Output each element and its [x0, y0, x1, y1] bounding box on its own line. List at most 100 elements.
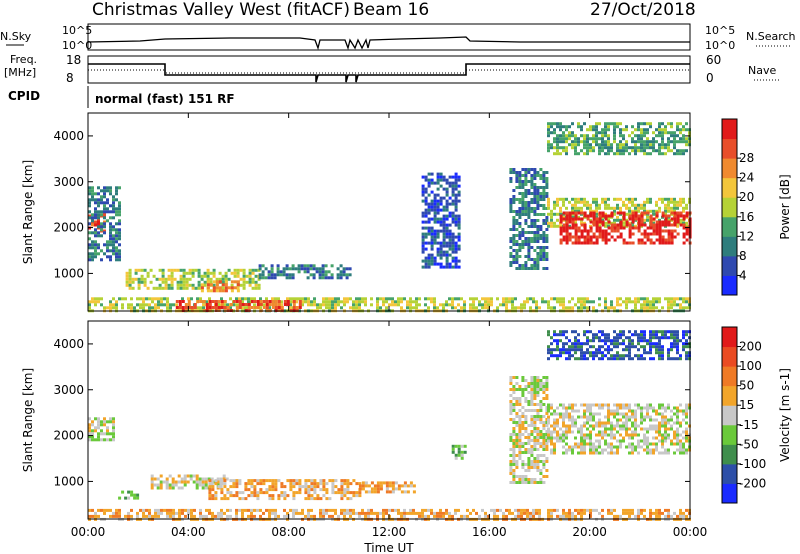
- heatmap-cell: [512, 201, 516, 204]
- heatmap-cell: [346, 479, 350, 483]
- heatmap-cell: [518, 475, 522, 478]
- heatmap-cell: [542, 415, 546, 418]
- heatmap-cell: [550, 297, 553, 301]
- heatmap-cell: [643, 152, 646, 156]
- heatmap-cell: [155, 277, 159, 281]
- heatmap-cell: [427, 514, 430, 518]
- heatmap-cell: [376, 300, 379, 304]
- heatmap-cell: [436, 235, 440, 239]
- heatmap-cell: [370, 487, 374, 491]
- heatmap-cell: [673, 146, 676, 150]
- heatmap-cell: [562, 406, 565, 410]
- heatmap-cell: [530, 439, 534, 442]
- heatmap-cell: [586, 421, 589, 425]
- heatmap-cell: [285, 273, 289, 277]
- heatmap-cell: [619, 152, 622, 156]
- heatmap-cell: [607, 134, 610, 138]
- heatmap-cell: [94, 429, 97, 433]
- heatmap-cell: [640, 418, 643, 422]
- heatmap-cell: [545, 442, 549, 445]
- heatmap-cell: [451, 447, 455, 451]
- heatmap-cell: [268, 306, 271, 310]
- heatmap-cell: [518, 397, 522, 400]
- heatmap-cell: [382, 300, 385, 304]
- heatmap-cell: [559, 403, 562, 407]
- heatmap-cell: [634, 143, 637, 147]
- heatmap-cell: [250, 511, 253, 515]
- heatmap-cell: [409, 300, 412, 304]
- heatmap-cell: [553, 140, 556, 144]
- heatmap-cell: [133, 493, 137, 497]
- heatmap-cell: [545, 421, 549, 424]
- heatmap-cell: [193, 514, 196, 518]
- heatmap-cell: [170, 277, 174, 281]
- heatmap-cell: [316, 306, 319, 310]
- heatmap-cell: [655, 220, 659, 224]
- heatmap-cell: [670, 206, 673, 210]
- heatmap-cell: [520, 514, 523, 518]
- heatmap-cell: [571, 451, 574, 455]
- heatmap-cell: [109, 234, 112, 238]
- heatmap-cell: [643, 146, 646, 150]
- heatmap-cell: [533, 171, 537, 174]
- heatmap-cell: [598, 122, 601, 126]
- heatmap-cell: [430, 511, 433, 515]
- heatmap-cell: [146, 271, 150, 275]
- heatmap-cell: [634, 448, 637, 452]
- heatmap-cell: [661, 439, 664, 443]
- heatmap-cell: [439, 262, 443, 266]
- heatmap-cell: [251, 286, 255, 290]
- colorbar-tick-label: -200: [739, 476, 766, 490]
- heatmap-cell: [178, 306, 182, 309]
- heatmap-cell: [424, 262, 428, 266]
- heatmap-cell: [661, 357, 664, 361]
- heatmap-cell: [586, 297, 589, 301]
- heatmap-cell: [274, 303, 278, 306]
- heatmap-cell: [427, 508, 430, 512]
- heatmap-cell: [556, 439, 559, 443]
- heatmap-cell: [553, 442, 556, 446]
- heatmap-cell: [577, 226, 581, 230]
- heatmap-cell: [154, 514, 157, 518]
- heatmap-cell: [539, 258, 543, 261]
- heatmap-cell: [176, 268, 180, 272]
- heatmap-cell: [106, 240, 109, 244]
- heatmap-cell: [283, 514, 286, 518]
- heatmap-cell: [625, 418, 628, 422]
- heatmap-cell: [445, 235, 449, 239]
- heatmap-cell: [258, 264, 262, 268]
- heatmap-cell: [442, 226, 446, 230]
- heatmap-cell: [595, 209, 598, 213]
- heatmap-cell: [613, 514, 616, 518]
- heatmap-cell: [103, 214, 106, 218]
- heatmap-cell: [190, 306, 194, 309]
- heatmap-cell: [177, 486, 181, 490]
- heatmap-cell: [634, 514, 637, 518]
- heatmap-cell: [568, 217, 572, 221]
- heatmap-cell: [208, 306, 212, 309]
- heatmap-cell: [118, 186, 121, 190]
- heatmap-cell: [682, 206, 685, 210]
- heatmap-cell: [264, 267, 268, 271]
- heatmap-cell: [226, 514, 229, 518]
- heatmap-cell: [559, 137, 562, 141]
- heatmap-cell: [571, 415, 574, 419]
- heatmap-cell: [628, 442, 631, 446]
- heatmap-cell: [512, 249, 516, 252]
- heatmap-cell: [527, 442, 531, 445]
- heatmap-cell: [625, 403, 628, 407]
- heatmap-cell: [607, 348, 610, 352]
- heatmap-cell: [538, 511, 541, 515]
- heatmap-cell: [325, 297, 328, 301]
- heatmap-cell: [655, 348, 658, 352]
- heatmap-cell: [625, 206, 628, 210]
- heatmap-cell: [568, 445, 571, 449]
- heatmap-cell: [511, 511, 514, 515]
- heatmap-cell: [667, 514, 670, 518]
- heatmap-cell: [667, 200, 670, 204]
- heatmap-cell: [598, 339, 601, 343]
- heatmap-cell: [619, 122, 622, 126]
- heatmap-cell: [100, 228, 103, 232]
- heatmap-cell: [580, 303, 583, 307]
- heatmap-cell: [306, 276, 310, 280]
